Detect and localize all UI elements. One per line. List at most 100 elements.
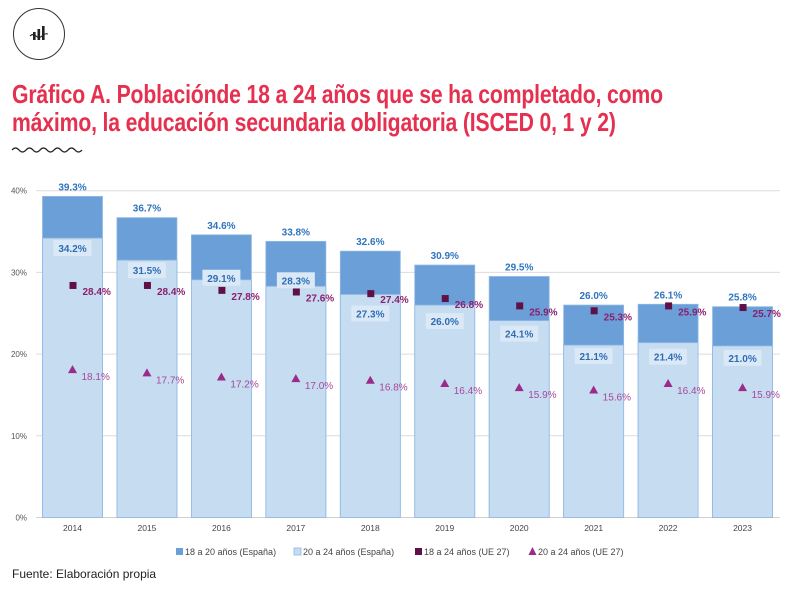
data-label-20-24-ue27: 15.6%	[603, 393, 631, 404]
bar-20-24-espana	[563, 344, 625, 518]
data-label-box	[127, 262, 166, 279]
y-tick-label: 30%	[11, 268, 27, 277]
chart-trend-icon	[13, 8, 65, 60]
data-label-20-24-espana: 24.1%	[505, 330, 533, 341]
data-label-20-24-ue27: 15.9%	[528, 390, 556, 401]
marker-18-24-ue27	[516, 302, 524, 310]
data-label-20-24-espana: 31.5%	[133, 266, 161, 277]
data-label-box	[53, 240, 92, 257]
data-label-18-20-espana: 29.5%	[505, 262, 533, 273]
data-label-18-24-ue27: 27.8%	[231, 292, 259, 303]
data-label-20-24-ue27: 16.4%	[454, 386, 482, 397]
bar-20-24-espana	[637, 342, 699, 518]
marker-20-24-ue27	[663, 379, 673, 388]
chart-title-line2: máximo, la educación secundaria obligato…	[12, 107, 616, 137]
marker-20-24-ue27	[738, 383, 748, 392]
data-label-box	[723, 349, 762, 366]
marker-20-24-ue27	[440, 379, 450, 388]
data-label-18-24-ue27: 25.9%	[529, 307, 557, 318]
x-tick-label: 2020	[510, 523, 529, 533]
marker-20-24-ue27	[68, 365, 77, 374]
legend-swatch-18-24-ue27	[415, 548, 422, 555]
data-label-20-24-ue27: 17.2%	[230, 379, 258, 390]
bar-20-24-espana	[265, 285, 327, 518]
data-label-18-24-ue27: 27.6%	[306, 294, 334, 305]
bar-20-24-espana	[488, 320, 550, 518]
legend-label-20-24-espana: 20 a 24 años (España)	[303, 547, 394, 557]
marker-20-24-ue27	[216, 372, 226, 381]
data-label-18-24-ue27: 28.4%	[157, 287, 185, 298]
data-label-20-24-ue27: 15.9%	[752, 390, 780, 401]
data-label-box	[500, 325, 539, 342]
x-tick-label: 2019	[435, 523, 454, 533]
data-label-box	[425, 313, 464, 330]
data-label-18-24-ue27: 25.9%	[678, 307, 706, 318]
data-label-20-24-espana: 21.4%	[654, 353, 682, 364]
data-label-18-24-ue27: 26.8%	[455, 300, 483, 311]
marker-18-24-ue27	[218, 286, 226, 294]
data-label-box	[649, 348, 688, 365]
data-label-18-24-ue27: 25.7%	[753, 309, 781, 320]
data-label-20-24-ue27: 16.8%	[379, 383, 407, 394]
y-tick-label: 20%	[11, 350, 27, 359]
marker-18-24-ue27	[590, 307, 598, 315]
data-label-18-20-espana: 30.9%	[431, 251, 459, 262]
data-label-box	[574, 348, 613, 365]
legend-swatch-20-24-ue27	[528, 547, 537, 555]
legend-label-18-24-ue27: 18 a 24 años (UE 27)	[424, 547, 510, 557]
marker-18-24-ue27	[292, 288, 300, 296]
data-label-box	[276, 272, 315, 289]
marker-18-24-ue27	[441, 295, 449, 303]
data-label-18-24-ue27: 27.4%	[380, 295, 408, 306]
data-label-20-24-ue27: 17.7%	[156, 375, 184, 386]
data-label-18-20-espana: 32.6%	[356, 237, 384, 248]
data-label-18-20-espana: 26.1%	[654, 290, 682, 301]
marker-18-24-ue27	[739, 304, 747, 312]
data-label-18-20-espana: 26.0%	[579, 291, 607, 302]
data-label-box	[351, 305, 390, 322]
data-label-20-24-espana: 29.1%	[207, 274, 235, 285]
data-label-18-20-espana: 34.6%	[207, 221, 235, 232]
marker-20-24-ue27	[142, 368, 152, 377]
legend-swatch-20-24-espana	[293, 547, 302, 556]
marker-20-24-ue27	[291, 374, 301, 383]
data-label-20-24-espana: 27.3%	[356, 309, 384, 320]
wave-divider-icon	[11, 147, 83, 153]
x-tick-label: 2014	[63, 523, 82, 533]
data-label-20-24-espana: 28.3%	[282, 276, 310, 287]
x-tick-label: 2016	[212, 523, 231, 533]
bar-20-24-espana	[116, 259, 178, 518]
marker-18-24-ue27	[143, 281, 151, 289]
legend-label-18-20-espana: 18 a 20 años (España)	[185, 547, 276, 557]
bar-20-24-espana	[414, 304, 476, 518]
marker-18-24-ue27	[665, 302, 673, 310]
data-label-18-20-espana: 33.8%	[282, 227, 310, 238]
marker-18-24-ue27	[69, 281, 77, 289]
legend-swatch-18-20-espana	[176, 548, 183, 555]
marker-18-24-ue27	[367, 290, 375, 298]
y-tick-label: 0%	[15, 514, 27, 523]
chart-title-line1: Gráfico A. Poblaciónde 18 a 24 años que …	[12, 79, 663, 109]
data-label-20-24-espana: 21.1%	[579, 352, 607, 363]
data-label-18-20-espana: 39.3%	[58, 182, 86, 193]
data-label-18-20-espana: 36.7%	[133, 204, 161, 215]
legend-label-20-24-ue27: 20 a 24 años (UE 27)	[538, 547, 624, 557]
data-label-20-24-ue27: 18.1%	[82, 372, 110, 383]
x-tick-label: 2017	[286, 523, 305, 533]
data-label-20-24-ue27: 17.0%	[305, 381, 333, 392]
bar-20-24-espana	[190, 279, 252, 518]
data-label-box	[202, 269, 241, 286]
x-tick-label: 2021	[584, 523, 603, 533]
data-label-20-24-espana: 21.0%	[728, 354, 756, 365]
x-tick-label: 2015	[137, 523, 156, 533]
x-tick-label: 2023	[733, 523, 752, 533]
data-label-20-24-espana: 26.0%	[431, 317, 459, 328]
marker-20-24-ue27	[514, 383, 524, 392]
y-tick-label: 40%	[11, 187, 27, 196]
data-label-20-24-ue27: 16.4%	[677, 386, 705, 397]
source-note: Fuente: Elaboración propia	[12, 567, 157, 581]
data-label-18-24-ue27: 25.3%	[604, 312, 632, 323]
chart-title: Gráfico A. Poblaciónde 18 a 24 años que …	[12, 80, 792, 136]
data-label-18-20-espana: 25.8%	[728, 293, 756, 304]
